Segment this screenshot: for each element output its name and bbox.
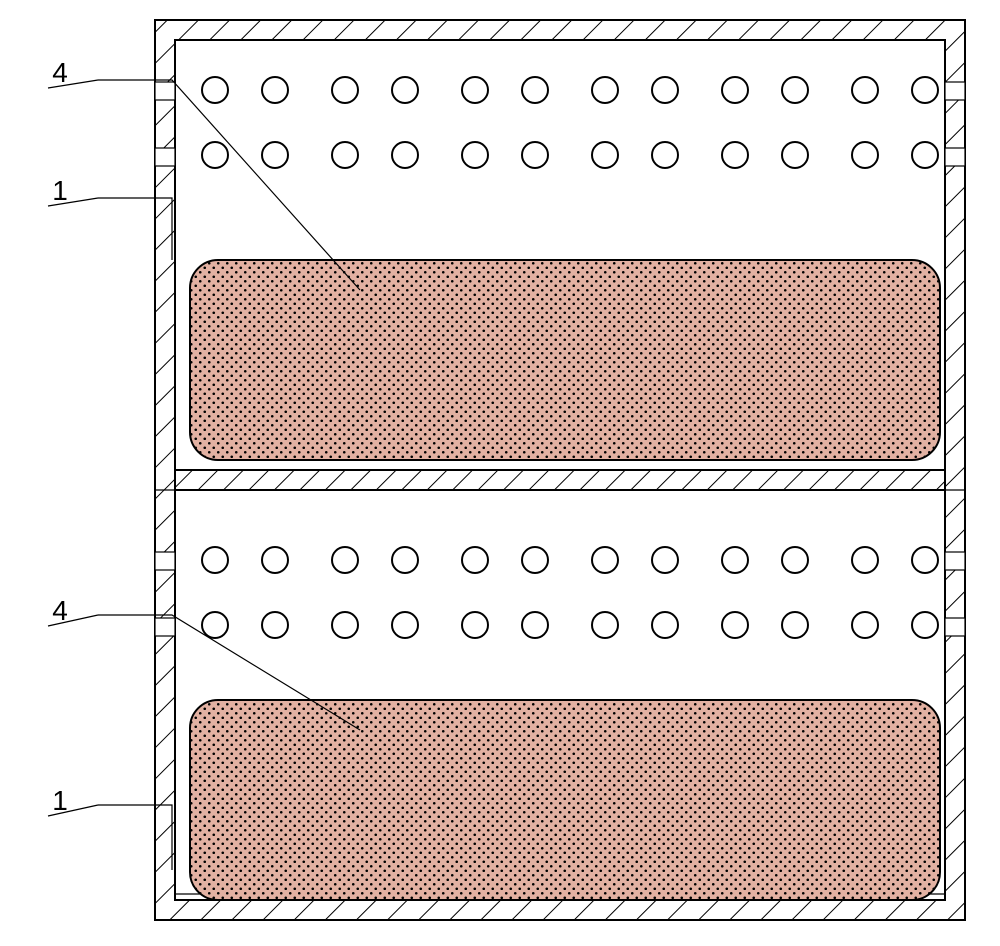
circle-top-r1-3	[392, 142, 418, 168]
circle-bot-r1-5	[522, 612, 548, 638]
circle-bot-r0-5	[522, 547, 548, 573]
circle-bot-r0-8	[722, 547, 748, 573]
circle-bot-r0-4	[462, 547, 488, 573]
circle-top-r0-6	[592, 77, 618, 103]
circle-top-r0-10	[852, 77, 878, 103]
slot-right-0	[945, 82, 965, 100]
bot1-text: 1	[52, 785, 68, 816]
slot-left-1	[155, 148, 175, 166]
block-top	[190, 260, 940, 460]
circle-bot-r1-9	[782, 612, 808, 638]
circle-bot-r1-1	[262, 612, 288, 638]
circle-bot-r0-3	[392, 547, 418, 573]
low4-text: 4	[52, 595, 68, 626]
block-bottom	[190, 700, 940, 900]
circle-bot-r1-11	[912, 612, 938, 638]
circle-bot-r1-10	[852, 612, 878, 638]
circle-top-r1-5	[522, 142, 548, 168]
circle-top-r0-1	[262, 77, 288, 103]
circle-bot-r0-0	[202, 547, 228, 573]
slot-left-3	[155, 618, 175, 636]
circle-top-r1-2	[332, 142, 358, 168]
circle-bot-r1-0	[202, 612, 228, 638]
circle-bot-r0-9	[782, 547, 808, 573]
circle-top-r0-5	[522, 77, 548, 103]
slot-right-1	[945, 148, 965, 166]
circle-bot-r1-7	[652, 612, 678, 638]
circle-top-r0-8	[722, 77, 748, 103]
circle-top-r0-4	[462, 77, 488, 103]
circle-top-r0-3	[392, 77, 418, 103]
circle-top-r0-9	[782, 77, 808, 103]
top4-text: 4	[52, 57, 68, 88]
circle-bot-r0-2	[332, 547, 358, 573]
circle-top-r0-11	[912, 77, 938, 103]
mid1-text: 1	[52, 175, 68, 206]
slot-right-2	[945, 552, 965, 570]
circle-top-r1-9	[782, 142, 808, 168]
slot-right-3	[945, 618, 965, 636]
circle-top-r1-0	[202, 142, 228, 168]
circle-bot-r1-6	[592, 612, 618, 638]
circle-bot-r0-10	[852, 547, 878, 573]
circle-top-r1-7	[652, 142, 678, 168]
circle-bot-r1-4	[462, 612, 488, 638]
slot-left-0	[155, 82, 175, 100]
slot-left-2	[155, 552, 175, 570]
circle-top-r1-11	[912, 142, 938, 168]
circle-top-r1-6	[592, 142, 618, 168]
mid-divider	[175, 470, 945, 490]
circle-bot-r1-3	[392, 612, 418, 638]
circle-top-r0-2	[332, 77, 358, 103]
circle-top-r1-1	[262, 142, 288, 168]
circle-bot-r1-2	[332, 612, 358, 638]
circle-bot-r1-8	[722, 612, 748, 638]
circle-top-r0-0	[202, 77, 228, 103]
circle-bot-r0-11	[912, 547, 938, 573]
circle-top-r0-7	[652, 77, 678, 103]
circle-bot-r0-1	[262, 547, 288, 573]
circle-top-r1-8	[722, 142, 748, 168]
circle-top-r1-4	[462, 142, 488, 168]
top4-leader	[98, 80, 360, 290]
circle-bot-r0-7	[652, 547, 678, 573]
circle-top-r1-10	[852, 142, 878, 168]
circle-bot-r0-6	[592, 547, 618, 573]
